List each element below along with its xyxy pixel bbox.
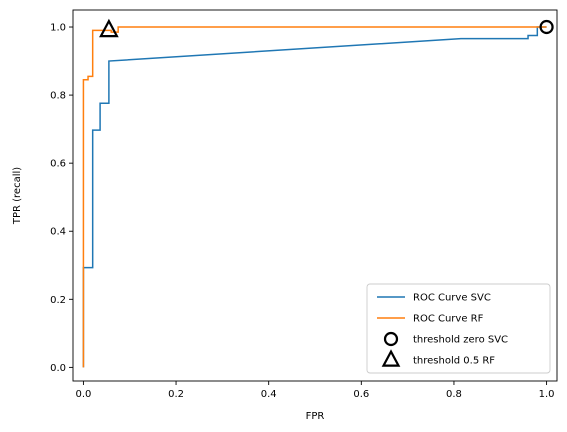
- x-tick-label: 0.6: [353, 389, 369, 400]
- y-tick-label: 0.4: [50, 227, 66, 238]
- plot-layer: [82, 26, 547, 368]
- legend-label: threshold 0.5 RF: [413, 356, 495, 367]
- legend-label: threshold zero SVC: [413, 335, 508, 346]
- legend-label: ROC Curve RF: [413, 314, 484, 325]
- legend-swatch-circle: [383, 331, 399, 347]
- y-tick-label: 0.8: [50, 91, 66, 102]
- x-tick-label: 0.4: [261, 389, 277, 400]
- marker-threshold-zero-svc: [539, 19, 554, 35]
- marker-threshold-05-rf: [99, 18, 119, 38]
- legend-swatch-triangle: [381, 349, 401, 367]
- y-tick-label: 0.2: [50, 295, 66, 306]
- y-axis-label: TPR (recall): [12, 167, 23, 225]
- x-axis-label: FPR: [306, 411, 325, 422]
- x-tick-label: 0.2: [168, 389, 184, 400]
- y-tick-label: 0.0: [50, 363, 66, 374]
- axes-frame: [72, 9, 558, 382]
- x-tick-label: 0.8: [446, 389, 462, 400]
- y-tick-label: 0.6: [50, 159, 66, 170]
- legend: ROC Curve SVC ROC Curve RF threshold zero …: [366, 283, 551, 374]
- legend-box: [366, 283, 551, 374]
- y-tick-label: 1.0: [50, 23, 66, 34]
- legend-label: ROC Curve SVC: [413, 293, 491, 304]
- series-line-0: [82, 26, 547, 368]
- x-tick-label: 0.0: [75, 389, 91, 400]
- x-tick-label: 1.0: [539, 389, 555, 400]
- series-line-1: [82, 26, 547, 368]
- axes-layer: 0.0 0.2 0.4 0.6 0.8 1.0 0.0 0.2 0.4 0.6 0.8 1.0: [50, 9, 558, 400]
